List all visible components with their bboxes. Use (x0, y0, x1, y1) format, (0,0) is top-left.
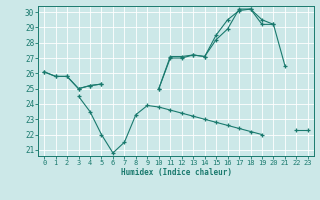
X-axis label: Humidex (Indice chaleur): Humidex (Indice chaleur) (121, 168, 231, 177)
